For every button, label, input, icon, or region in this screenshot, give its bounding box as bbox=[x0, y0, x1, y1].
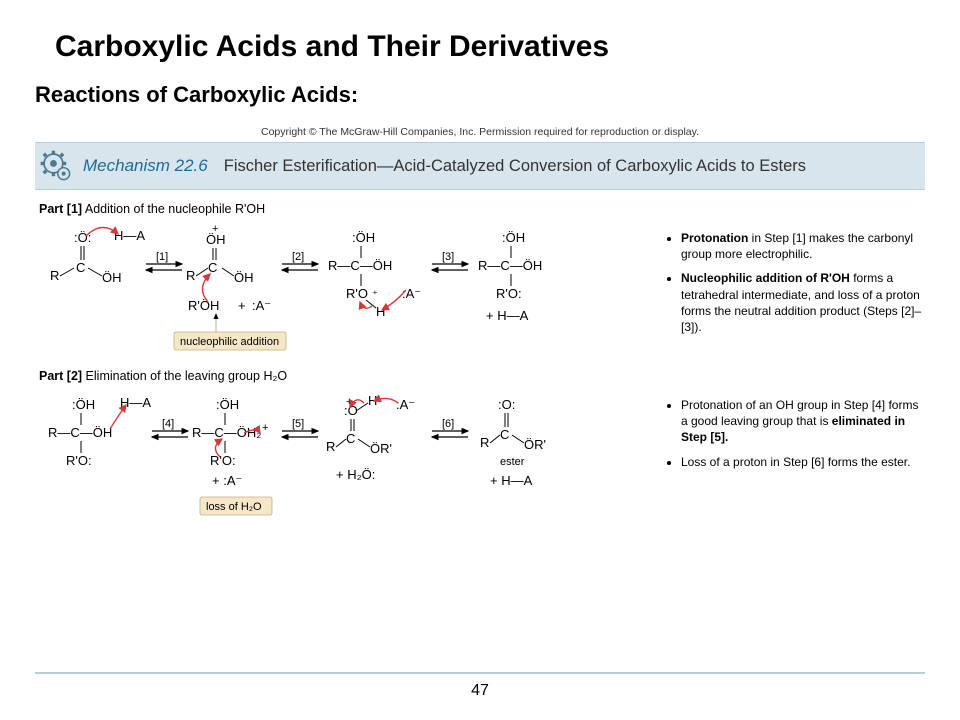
svg-text:[4]: [4] bbox=[162, 418, 174, 430]
part2-label-rest: Elimination of the leaving group H₂O bbox=[82, 369, 287, 383]
svg-text::ÖH: :ÖH bbox=[72, 397, 95, 412]
svg-text:C: C bbox=[500, 427, 509, 442]
part2-bullets: Protonation of an OH group in Step [4] f… bbox=[665, 389, 925, 478]
svg-text:C: C bbox=[208, 260, 217, 275]
svg-text:R'ÖH: R'ÖH bbox=[188, 298, 219, 313]
svg-text:C: C bbox=[76, 260, 85, 275]
svg-text::A⁻: :A⁻ bbox=[252, 298, 271, 313]
mechanism-title: Fischer Esterification—Acid-Catalyzed Co… bbox=[224, 156, 806, 177]
gear-icon bbox=[39, 149, 73, 183]
mechanism-label: Mechanism 22.6 bbox=[83, 156, 214, 176]
part2-label-bold: Part [2] bbox=[39, 369, 82, 383]
svg-text:R'O: R'O bbox=[346, 286, 368, 301]
svg-text:R: R bbox=[326, 439, 335, 454]
part2-label: Part [2] Elimination of the leaving grou… bbox=[39, 369, 925, 383]
svg-text::A⁻: :A⁻ bbox=[396, 397, 415, 412]
svg-text:[6]: [6] bbox=[442, 418, 454, 430]
svg-text:nucleophilic addition: nucleophilic addition bbox=[180, 336, 279, 348]
svg-text:+ H₂Ö:: + H₂Ö: bbox=[336, 467, 375, 482]
svg-text:R—C—ÖH: R—C—ÖH bbox=[478, 258, 542, 273]
svg-text:R: R bbox=[50, 268, 59, 283]
svg-text:H: H bbox=[376, 304, 385, 319]
svg-text:⁺: ⁺ bbox=[372, 289, 378, 301]
svg-text:H—A: H—A bbox=[114, 228, 145, 243]
svg-text:[2]: [2] bbox=[292, 251, 304, 263]
svg-text:R—C—ÖH: R—C—ÖH bbox=[328, 258, 392, 273]
svg-text:ÖH: ÖH bbox=[234, 270, 254, 285]
page-number: 47 bbox=[0, 682, 960, 700]
svg-text:ÖH: ÖH bbox=[102, 270, 122, 285]
svg-text:C: C bbox=[346, 431, 355, 446]
svg-text:+: + bbox=[262, 422, 268, 434]
svg-text:R'O:: R'O: bbox=[496, 286, 522, 301]
part1-bullets: Protonation in Step [1] makes the carbon… bbox=[665, 222, 925, 343]
svg-text:+ H—A: + H—A bbox=[486, 308, 529, 323]
svg-text:+ H—A: + H—A bbox=[490, 473, 533, 488]
svg-text::ÖH: :ÖH bbox=[216, 397, 239, 412]
svg-text:R: R bbox=[480, 435, 489, 450]
svg-text:R'O:: R'O: bbox=[66, 453, 92, 468]
svg-text:ÖR': ÖR' bbox=[524, 437, 546, 452]
svg-text:ÖR': ÖR' bbox=[370, 441, 392, 456]
part2-scheme: :ÖH R—C—ÖH R'O: H—A [4] :ÖH R—C—ÖH₂ + bbox=[35, 389, 657, 524]
svg-text:+: + bbox=[238, 298, 246, 313]
svg-text:+ :A⁻: + :A⁻ bbox=[212, 473, 242, 488]
svg-text:R: R bbox=[186, 268, 195, 283]
svg-text:R—C—ÖH₂: R—C—ÖH₂ bbox=[192, 425, 261, 440]
footer-rule bbox=[35, 672, 925, 674]
svg-text::A⁻: :A⁻ bbox=[402, 286, 421, 301]
svg-text:[5]: [5] bbox=[292, 418, 304, 430]
svg-text::Ö:: :Ö: bbox=[74, 230, 91, 245]
mechanism-header: Mechanism 22.6 Fischer Esterification—Ac… bbox=[35, 142, 925, 190]
page-title: Carboxylic Acids and Their Derivatives bbox=[55, 30, 925, 64]
svg-text::ÖH: :ÖH bbox=[352, 230, 375, 245]
part1-scheme: :Ö: C R ÖH H—A [1] + ÖH C bbox=[35, 222, 657, 357]
part1-label-rest: Addition of the nucleophile R'OH bbox=[82, 202, 265, 216]
svg-text:ester: ester bbox=[500, 456, 525, 468]
part1-label: Part [1] Addition of the nucleophile R'O… bbox=[39, 202, 925, 216]
svg-text::ÖH: :ÖH bbox=[502, 230, 525, 245]
svg-text:[1]: [1] bbox=[156, 251, 168, 263]
svg-text:ÖH: ÖH bbox=[206, 232, 226, 247]
copyright-line: Copyright © The McGraw-Hill Companies, I… bbox=[35, 126, 925, 138]
svg-text:loss of H₂O: loss of H₂O bbox=[206, 501, 262, 513]
svg-text:[3]: [3] bbox=[442, 251, 454, 263]
svg-text:R—C—ÖH: R—C—ÖH bbox=[48, 425, 112, 440]
svg-text::O:: :O: bbox=[498, 397, 515, 412]
svg-text:R'O:: R'O: bbox=[210, 453, 236, 468]
part1-label-bold: Part [1] bbox=[39, 202, 82, 216]
page-subtitle: Reactions of Carboxylic Acids: bbox=[35, 82, 925, 108]
